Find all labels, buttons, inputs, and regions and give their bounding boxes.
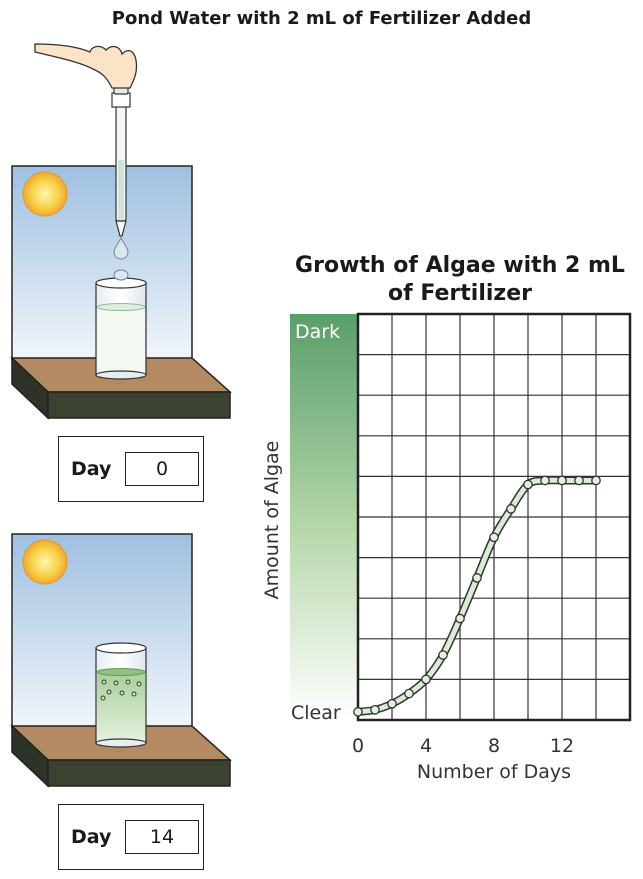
- y-top-label: Dark: [295, 321, 340, 343]
- beaker-algae: [95, 642, 147, 748]
- day-label: Day: [71, 826, 112, 848]
- dropper-icon: [111, 83, 131, 237]
- x-tick-label: 12: [550, 735, 574, 757]
- data-point: [370, 704, 380, 715]
- data-point: [591, 475, 601, 486]
- data-point: [455, 613, 465, 624]
- data-point: [557, 475, 567, 486]
- data-point: [472, 573, 482, 583]
- page-title: Pond Water with 2 mL of Fertilizer Added: [111, 8, 532, 29]
- hand-icon: [34, 43, 138, 89]
- day-label: Day: [71, 458, 112, 480]
- algae-dots: [100, 679, 142, 701]
- scene-day-0: [10, 43, 232, 420]
- table-front: [47, 759, 231, 787]
- chart-grid: [358, 314, 630, 720]
- data-point: [540, 475, 550, 486]
- data-point: [574, 475, 584, 486]
- beaker-clear: [95, 269, 147, 380]
- x-tick-label: 0: [352, 735, 364, 757]
- scene-day-14: [10, 533, 232, 788]
- data-point: [506, 504, 516, 514]
- y-gradient-bar: [290, 314, 358, 720]
- y-axis-label: Amount of Algae: [261, 441, 283, 600]
- day-value: 14: [125, 820, 199, 854]
- day-counter-14: Day 14: [58, 804, 204, 870]
- data-point: [523, 479, 533, 490]
- day-counter-0: Day 0: [58, 436, 204, 502]
- table-front: [47, 391, 231, 419]
- sun-icon: [22, 539, 68, 585]
- data-point: [353, 707, 363, 717]
- data-point: [438, 650, 448, 660]
- curve-outline: [354, 476, 600, 716]
- x-tick-labels: 0 4 8 12: [352, 735, 574, 757]
- data-point: [421, 674, 431, 685]
- data-point: [404, 688, 414, 699]
- plot-frame: [356, 312, 632, 722]
- x-tick-label: 8: [488, 735, 500, 757]
- curve-line: [355, 477, 599, 715]
- data-point: [387, 698, 397, 709]
- x-axis-label: Number of Days: [417, 761, 571, 783]
- drop-icon: [113, 236, 129, 260]
- data-point: [489, 532, 499, 543]
- y-bottom-label: Clear: [291, 702, 341, 724]
- x-tick-label: 4: [420, 735, 432, 757]
- day-value: 0: [125, 452, 199, 486]
- chart-title: Growth of Algae with 2 mL of Fertilizer: [295, 253, 625, 306]
- sun-icon: [22, 171, 68, 217]
- experiment-illustration: [10, 43, 232, 788]
